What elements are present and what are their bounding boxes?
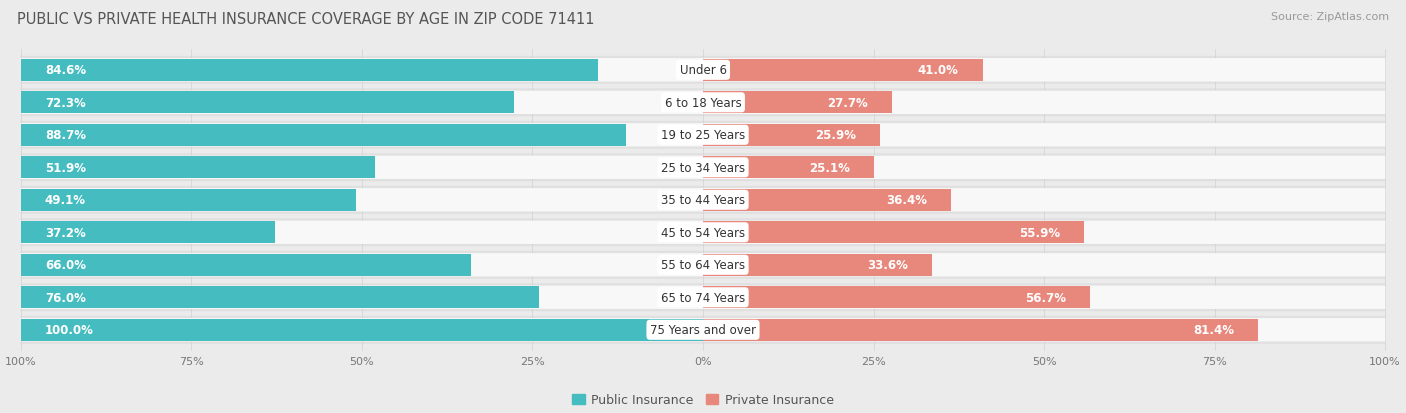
FancyBboxPatch shape — [21, 251, 1385, 279]
Text: 49.1%: 49.1% — [45, 194, 86, 207]
Bar — [703, 254, 932, 276]
Bar — [21, 319, 703, 341]
Legend: Public Insurance, Private Insurance: Public Insurance, Private Insurance — [567, 388, 839, 411]
Text: 65 to 74 Years: 65 to 74 Years — [661, 291, 745, 304]
FancyBboxPatch shape — [21, 91, 1385, 115]
Text: 88.7%: 88.7% — [45, 129, 86, 142]
Text: 55.9%: 55.9% — [1019, 226, 1060, 239]
Bar — [21, 189, 356, 211]
Text: Source: ZipAtlas.com: Source: ZipAtlas.com — [1271, 12, 1389, 22]
Text: 6 to 18 Years: 6 to 18 Years — [665, 97, 741, 109]
Text: Under 6: Under 6 — [679, 64, 727, 77]
Text: 100.0%: 100.0% — [45, 323, 94, 337]
Bar — [21, 59, 598, 82]
Bar — [21, 222, 274, 244]
FancyBboxPatch shape — [21, 154, 1385, 182]
Text: 75 Years and over: 75 Years and over — [650, 323, 756, 337]
Bar — [703, 319, 1258, 341]
FancyBboxPatch shape — [21, 156, 1385, 180]
Bar — [21, 287, 540, 309]
Text: 25 to 34 Years: 25 to 34 Years — [661, 161, 745, 174]
Text: 76.0%: 76.0% — [45, 291, 86, 304]
FancyBboxPatch shape — [21, 59, 1385, 82]
Text: 55 to 64 Years: 55 to 64 Years — [661, 259, 745, 272]
Text: 35 to 44 Years: 35 to 44 Years — [661, 194, 745, 207]
FancyBboxPatch shape — [21, 121, 1385, 150]
Bar — [21, 124, 626, 147]
Text: 41.0%: 41.0% — [918, 64, 959, 77]
FancyBboxPatch shape — [21, 189, 1385, 212]
FancyBboxPatch shape — [21, 89, 1385, 117]
Text: 27.7%: 27.7% — [827, 97, 868, 109]
Text: 51.9%: 51.9% — [45, 161, 86, 174]
Text: 81.4%: 81.4% — [1194, 323, 1234, 337]
Text: 36.4%: 36.4% — [886, 194, 928, 207]
Text: 37.2%: 37.2% — [45, 226, 86, 239]
Text: PUBLIC VS PRIVATE HEALTH INSURANCE COVERAGE BY AGE IN ZIP CODE 71411: PUBLIC VS PRIVATE HEALTH INSURANCE COVER… — [17, 12, 595, 27]
Text: 19 to 25 Years: 19 to 25 Years — [661, 129, 745, 142]
FancyBboxPatch shape — [21, 186, 1385, 214]
Bar — [21, 254, 471, 276]
FancyBboxPatch shape — [21, 221, 1385, 244]
FancyBboxPatch shape — [21, 57, 1385, 85]
Text: 25.1%: 25.1% — [810, 161, 851, 174]
Bar — [703, 189, 952, 211]
Bar — [703, 222, 1084, 244]
FancyBboxPatch shape — [21, 124, 1385, 147]
Bar — [703, 59, 983, 82]
Bar — [703, 287, 1090, 309]
Bar — [703, 157, 875, 179]
FancyBboxPatch shape — [21, 284, 1385, 311]
Text: 84.6%: 84.6% — [45, 64, 86, 77]
Text: 45 to 54 Years: 45 to 54 Years — [661, 226, 745, 239]
Text: 56.7%: 56.7% — [1025, 291, 1066, 304]
FancyBboxPatch shape — [21, 219, 1385, 247]
Text: 25.9%: 25.9% — [815, 129, 856, 142]
Bar — [21, 157, 375, 179]
Text: 72.3%: 72.3% — [45, 97, 86, 109]
FancyBboxPatch shape — [21, 254, 1385, 277]
FancyBboxPatch shape — [21, 318, 1385, 342]
FancyBboxPatch shape — [21, 286, 1385, 309]
Bar — [21, 92, 515, 114]
Bar — [703, 92, 891, 114]
FancyBboxPatch shape — [21, 316, 1385, 344]
Text: 66.0%: 66.0% — [45, 259, 86, 272]
Bar — [703, 124, 880, 147]
Text: 33.6%: 33.6% — [868, 259, 908, 272]
